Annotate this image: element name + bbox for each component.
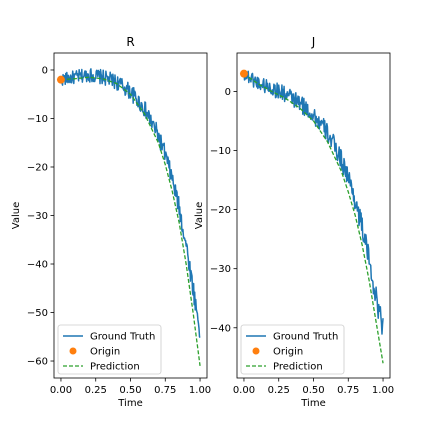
x-tick-label: 0.50 (302, 385, 324, 396)
x-tick-label: 0.00 (233, 385, 255, 396)
y-tick-label: −20 (210, 205, 231, 216)
x-tick-label: 0.75 (154, 385, 176, 396)
x-axis-label: Time (300, 398, 325, 409)
series-origin-point (56, 75, 65, 84)
legend-label: Ground Truth (90, 332, 155, 343)
legend-label: Origin (90, 347, 120, 358)
x-tick-label: 1.00 (372, 385, 394, 396)
chart-panel-J: 0.00 0.25 0.50 0.75 1.00 0 −10 −20 −30 −40 J Time Va… (194, 35, 394, 409)
x-tick-label: 0.25 (85, 385, 107, 396)
x-tick-label: 0.75 (337, 385, 359, 396)
chart-panel-R: 0.00 0.25 0.50 0.75 1.00 0 −10 −20 −30 −40 −50 −60 R… (11, 35, 211, 409)
x-axis-label: Time (117, 398, 142, 409)
y-tick-label: −10 (27, 114, 48, 125)
legend-origin-swatch (252, 347, 260, 355)
series-prediction-line (243, 73, 384, 364)
chart-title: R (126, 35, 134, 49)
x-tick-label: 1.00 (189, 385, 211, 396)
x-tick-label: 0.25 (268, 385, 290, 396)
legend-label: Prediction (90, 362, 140, 373)
y-tick-label: −10 (210, 146, 231, 157)
legend-box (240, 324, 345, 375)
y-tick-label: −60 (27, 357, 48, 368)
legend: Ground Truth Origin Prediction (240, 324, 345, 375)
legend-label: Prediction (273, 362, 323, 373)
x-tick-label: 0.50 (119, 385, 141, 396)
legend-label: Ground Truth (273, 332, 338, 343)
plot-area (56, 68, 201, 366)
y-tick-label: −30 (210, 264, 231, 275)
chart-title: J (311, 35, 316, 49)
y-axis-label: Value (11, 202, 22, 229)
legend-origin-swatch (69, 347, 77, 355)
y-tick-label: 0 (42, 65, 48, 76)
series-prediction-line (60, 76, 201, 366)
series-ground-truth-line (243, 70, 384, 335)
legend: Ground Truth Origin Prediction (57, 324, 162, 375)
y-tick-label: −40 (210, 323, 231, 334)
legend-label: Origin (273, 347, 303, 358)
y-tick-label: −50 (27, 308, 48, 319)
y-tick-label: 0 (225, 87, 231, 98)
y-axis-label: Value (194, 202, 205, 229)
series-ground-truth-line (60, 68, 201, 338)
legend-box (57, 324, 162, 375)
y-tick-label: −40 (27, 260, 48, 271)
plot-area (239, 69, 384, 364)
y-tick-label: −20 (27, 162, 48, 173)
x-tick-label: 0.00 (50, 385, 72, 396)
series-origin-point (239, 69, 248, 78)
y-tick-label: −30 (27, 211, 48, 222)
